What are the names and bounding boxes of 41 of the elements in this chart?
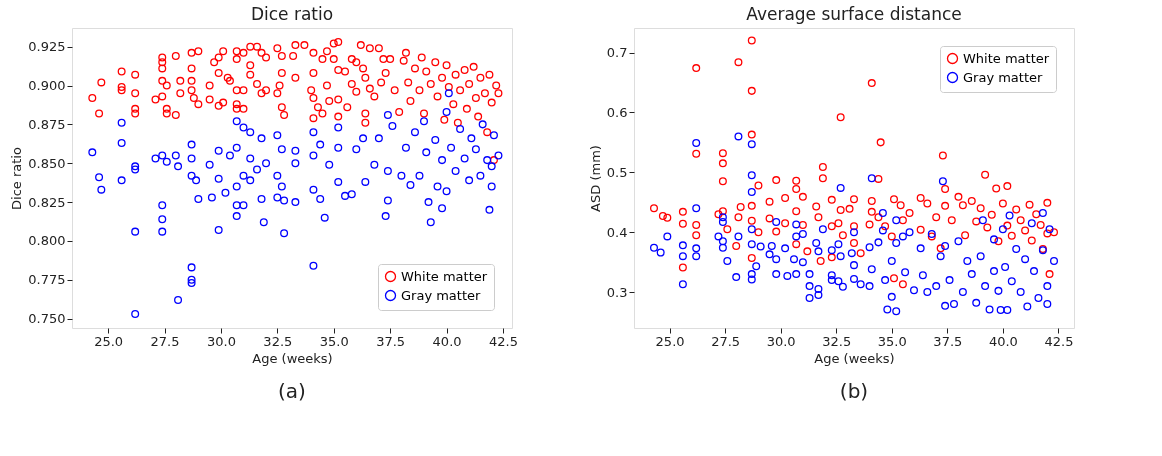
x-tick-label: 27.5 [150,333,180,349]
text: (a) [278,379,306,403]
y-axis-title: ASD (mm) [587,145,603,212]
x-axis-title: Age (weeks) [814,350,895,366]
y-tick-label: 0.875 [28,116,66,132]
y-tick-label: 0.3 [606,284,628,300]
legend-label: White matter [401,268,488,284]
x-tick-label: 37.5 [933,333,963,349]
y-tick-label: 0.825 [28,194,66,210]
x-tick-label: 25.0 [94,333,124,349]
legend-label: White matter [963,50,1050,66]
y-tick-label: 0.925 [28,39,66,55]
x-axis-title: Age (weeks) [252,350,333,366]
y-tick-label: 0.750 [28,311,66,327]
x-tick-label: 32.5 [263,333,293,349]
y-tick-label: 0.4 [606,224,628,240]
x-tick-label: 40.0 [988,333,1018,349]
x-tick-label: 35.0 [319,333,349,349]
y-tick-label: 0.7 [606,45,628,61]
y-tick-label: 0.5 [606,164,628,180]
x-tick-label: 25.0 [655,333,685,349]
chart-title: Dice ratio [250,4,334,24]
x-tick-label: 40.0 [432,333,462,349]
x-tick-label: 37.5 [376,333,406,349]
y-axis-title: Dice ratio [9,147,25,210]
x-tick-label: 35.0 [877,333,907,349]
y-tick-label: 0.800 [28,233,66,249]
x-tick-label: 42.5 [489,333,518,349]
y-tick-label: 0.775 [28,272,66,288]
x-tick-label: 27.5 [711,333,741,349]
y-tick-label: 0.900 [28,78,66,94]
x-tick-label: 32.5 [822,333,852,349]
x-tick-label: 42.5 [1044,333,1074,349]
y-tick-label: 0.850 [28,155,66,171]
x-tick-label: 30.0 [766,333,796,349]
text: (b) [839,379,869,403]
y-tick-label: 0.6 [606,104,628,120]
legend-label: Gray matter [401,287,482,303]
legend-label: Gray matter [963,69,1044,85]
chart-title: Average surface distance [746,4,962,24]
x-tick-label: 30.0 [206,333,236,349]
